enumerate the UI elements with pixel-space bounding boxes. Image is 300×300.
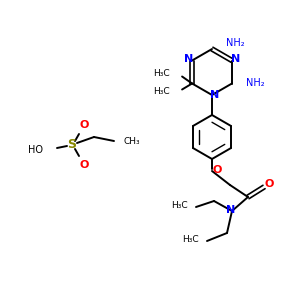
Text: N: N xyxy=(226,205,236,215)
Text: NH₂: NH₂ xyxy=(246,79,265,88)
Text: N: N xyxy=(231,55,241,64)
Text: H₃C: H₃C xyxy=(154,69,170,78)
Text: HO: HO xyxy=(28,145,43,155)
Text: O: O xyxy=(79,120,89,130)
Text: N: N xyxy=(184,55,194,64)
Text: S: S xyxy=(68,139,76,152)
Text: H₃C: H₃C xyxy=(171,202,188,211)
Text: O: O xyxy=(264,179,274,189)
Text: H₃C: H₃C xyxy=(154,87,170,96)
Text: N: N xyxy=(210,90,220,100)
Text: O: O xyxy=(79,160,89,170)
Text: O: O xyxy=(212,165,222,175)
Text: CH₃: CH₃ xyxy=(124,137,141,146)
Text: H₃C: H₃C xyxy=(182,236,199,244)
Text: NH₂: NH₂ xyxy=(226,38,244,48)
